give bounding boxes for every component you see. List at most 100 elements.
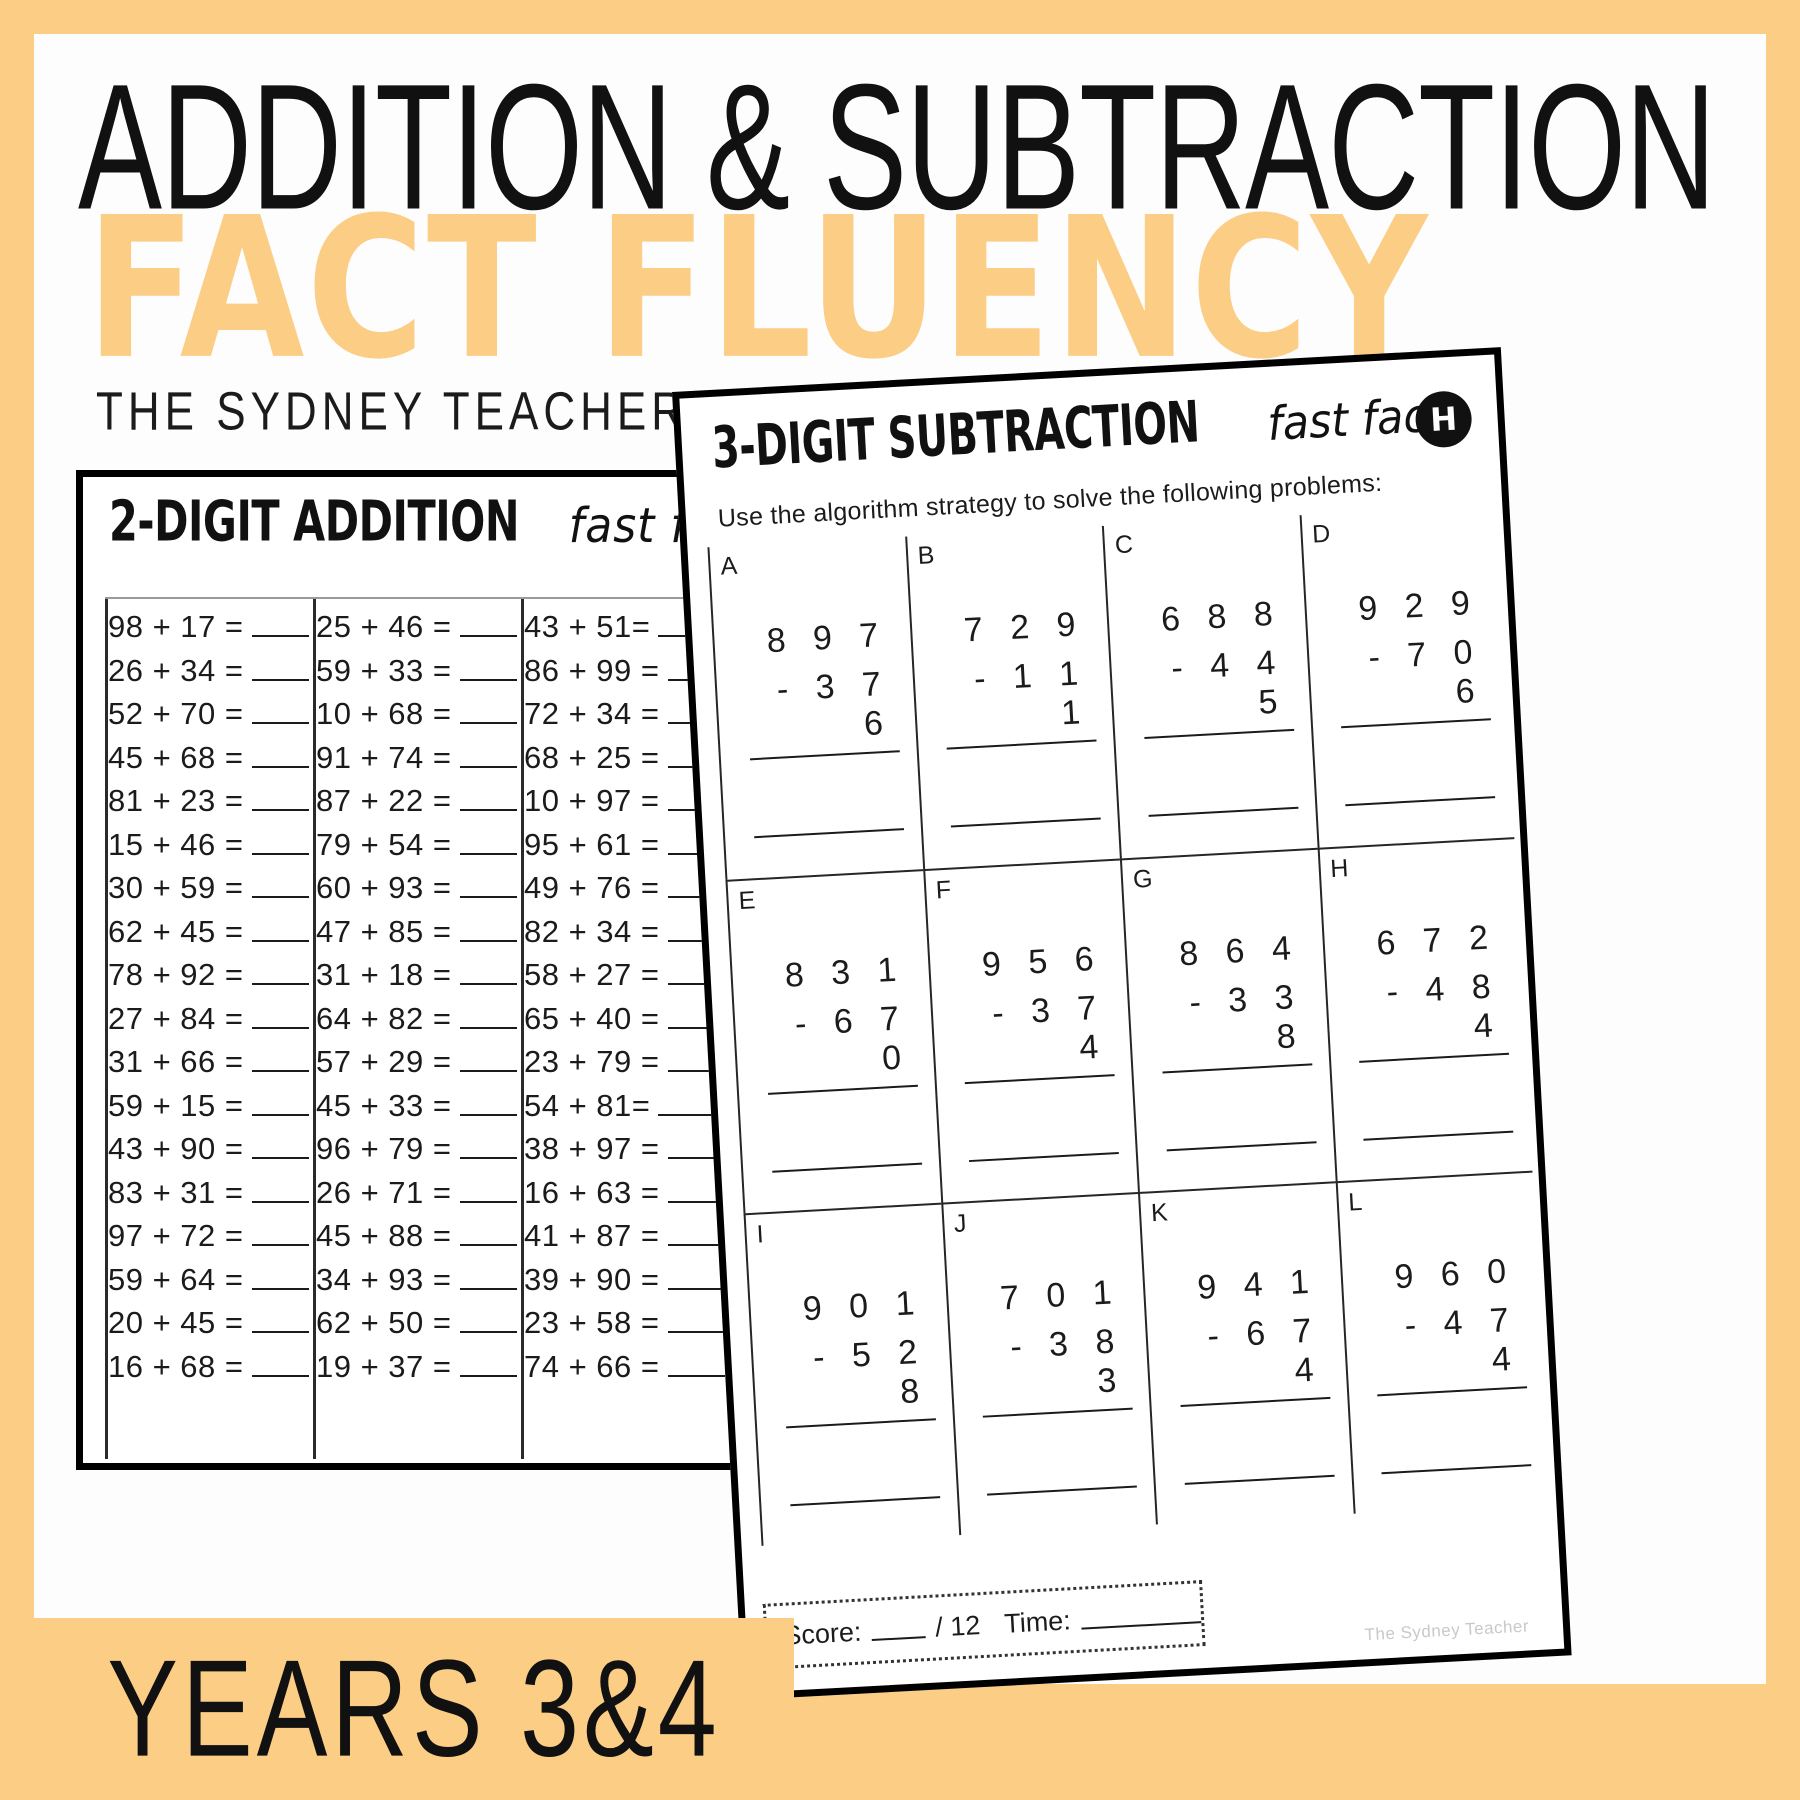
- addition-answer-blank[interactable]: [459, 1353, 517, 1377]
- addition-answer-blank[interactable]: [459, 874, 517, 898]
- problem-letter: E: [737, 886, 757, 916]
- addition-expression: 25 + 46 =: [316, 609, 452, 644]
- addition-answer-blank[interactable]: [667, 1048, 725, 1072]
- answer-blank[interactable]: [1148, 806, 1299, 817]
- operation-rule: [1341, 718, 1492, 729]
- answer-blank[interactable]: [790, 1495, 940, 1506]
- answer-blank[interactable]: [772, 1162, 922, 1174]
- addition-expression: 64 + 82 =: [316, 1000, 452, 1036]
- operation-rule: [1180, 1396, 1331, 1407]
- answer-blank[interactable]: [1184, 1474, 1335, 1485]
- addition-answer-blank[interactable]: [459, 1048, 517, 1072]
- addition-column-1: 98 + 17 = 26 + 34 = 52 + 70 = 45 + 68 = 81 +…: [105, 599, 313, 1459]
- addition-expression: 10 + 68 =: [316, 696, 452, 731]
- addition-answer-blank[interactable]: [459, 961, 517, 985]
- addition-answer-blank[interactable]: [459, 613, 517, 637]
- subtrahend: - 3 7 4: [991, 988, 1109, 1068]
- addition-expression: 59 + 33 =: [316, 652, 452, 688]
- addition-expression: 31 + 66 =: [108, 1044, 244, 1079]
- addition-answer-blank[interactable]: [459, 787, 517, 811]
- addition-answer-blank[interactable]: [459, 744, 517, 768]
- addition-answer-blank[interactable]: [667, 1135, 725, 1159]
- answer-blank[interactable]: [951, 817, 1101, 828]
- addition-answer-blank[interactable]: [251, 787, 309, 811]
- addition-answer-blank[interactable]: [459, 918, 517, 942]
- addition-answer-blank[interactable]: [251, 874, 309, 898]
- addition-answer-blank[interactable]: [251, 1353, 309, 1377]
- addition-answer-blank[interactable]: [459, 657, 517, 681]
- addition-expression: 59 + 64 =: [108, 1261, 244, 1297]
- answer-blank[interactable]: [1381, 1463, 1532, 1474]
- addition-answer-blank[interactable]: [251, 831, 309, 855]
- addition-answer-blank[interactable]: [251, 657, 309, 681]
- addition-expression: 57 + 29 =: [316, 1044, 452, 1079]
- addition-answer-blank[interactable]: [667, 1353, 725, 1377]
- answer-blank[interactable]: [1166, 1141, 1317, 1152]
- minuend: 9 6 0: [1393, 1251, 1517, 1296]
- addition-answer-blank[interactable]: [251, 744, 309, 768]
- addition-answer-blank[interactable]: [667, 874, 725, 898]
- addition-answer-blank[interactable]: [667, 1222, 725, 1246]
- addition-answer-blank[interactable]: [251, 1135, 309, 1159]
- addition-answer-blank[interactable]: [459, 831, 517, 855]
- addition-answer-blank[interactable]: [459, 1135, 517, 1159]
- subtrahend: - 6 7 4: [1206, 1310, 1324, 1390]
- addition-answer-blank[interactable]: [667, 1309, 725, 1333]
- addition-answer-blank[interactable]: [251, 918, 309, 942]
- addition-answer-blank[interactable]: [459, 1092, 517, 1116]
- addition-expression: 58 + 27 =: [524, 957, 660, 992]
- addition-answer-blank[interactable]: [251, 613, 309, 637]
- addition-expression: 10 + 97 =: [524, 783, 660, 818]
- operation-rule: [946, 739, 1097, 750]
- addition-problem-row: 31 + 66 =: [108, 1044, 313, 1088]
- addition-answer-blank[interactable]: [251, 1005, 309, 1029]
- addition-answer-blank[interactable]: [667, 961, 725, 985]
- addition-answer-blank[interactable]: [251, 1309, 309, 1333]
- addition-answer-blank[interactable]: [667, 1005, 725, 1029]
- page-title-accent: FACT FLUENCY: [86, 175, 1430, 402]
- addition-answer-blank[interactable]: [459, 1005, 517, 1029]
- subtrahend: - 4 4 5: [1170, 643, 1288, 722]
- score-input-blank[interactable]: [870, 1618, 926, 1642]
- addition-problem-row: 38 + 97 =: [524, 1131, 729, 1175]
- addition-answer-blank[interactable]: [667, 1266, 725, 1290]
- addition-expression: 82 + 34 =: [524, 913, 660, 949]
- addition-problem-row: 62 + 50 =: [316, 1305, 521, 1349]
- time-input-blank[interactable]: [1080, 1603, 1202, 1630]
- subtrahend: - 3 3 8: [1188, 978, 1306, 1057]
- addition-problem-row: 27 + 84 =: [108, 1001, 313, 1045]
- addition-answer-blank[interactable]: [658, 1092, 725, 1116]
- answer-blank[interactable]: [753, 828, 904, 839]
- problem-letter: C: [1114, 530, 1134, 560]
- addition-problem-row: 59 + 64 =: [108, 1262, 313, 1306]
- worksheet-addition-header: 2-DIGIT ADDITION fast facts: [109, 488, 782, 554]
- answer-blank[interactable]: [969, 1152, 1120, 1163]
- addition-answer-blank[interactable]: [251, 961, 309, 985]
- addition-expression: 78 + 92 =: [108, 957, 244, 992]
- answer-blank[interactable]: [1345, 796, 1496, 807]
- addition-answer-blank[interactable]: [251, 1048, 309, 1072]
- worksheet-subtraction: 3-DIGIT SUBTRACTION fast facts H Use the …: [672, 347, 1572, 1701]
- problem-stack: 8 6 4- 3 3 8: [1155, 929, 1317, 1152]
- addition-answer-blank[interactable]: [251, 1266, 309, 1290]
- addition-answer-blank[interactable]: [251, 700, 309, 724]
- addition-answer-blank[interactable]: [667, 1179, 725, 1203]
- addition-answer-blank[interactable]: [459, 1309, 517, 1333]
- addition-answer-blank[interactable]: [251, 1092, 309, 1116]
- addition-answer-blank[interactable]: [459, 1222, 517, 1246]
- addition-answer-blank[interactable]: [667, 918, 725, 942]
- addition-answer-blank[interactable]: [251, 1179, 309, 1203]
- addition-expression: 54 + 81=: [524, 1087, 651, 1123]
- answer-blank[interactable]: [1363, 1130, 1514, 1142]
- addition-answer-blank[interactable]: [251, 1222, 309, 1246]
- addition-answer-blank[interactable]: [459, 1266, 517, 1290]
- addition-expression: 87 + 22 =: [316, 783, 452, 818]
- addition-problem-row: 41 + 87 =: [524, 1218, 729, 1262]
- problem-letter: F: [935, 875, 952, 905]
- addition-answer-blank[interactable]: [459, 1179, 517, 1203]
- addition-answer-blank[interactable]: [459, 700, 517, 724]
- problem-letter: L: [1347, 1187, 1363, 1217]
- answer-blank[interactable]: [987, 1485, 1138, 1496]
- addition-problem-row: 83 + 31 =: [108, 1175, 313, 1219]
- year-level-text: YEARS 3&4: [107, 1631, 721, 1786]
